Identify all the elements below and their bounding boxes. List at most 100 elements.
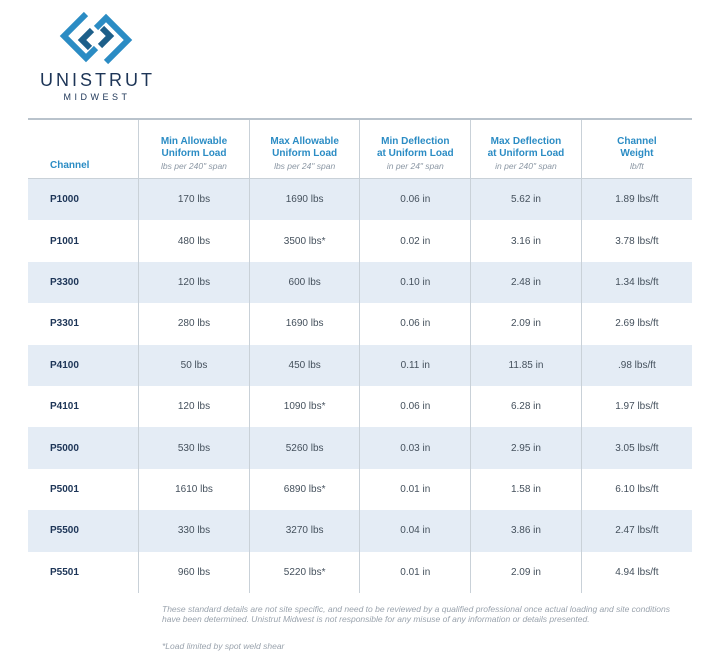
column-title-line: at Uniform Load	[487, 148, 565, 159]
table-cell: 0.04 in	[359, 510, 471, 552]
logo-left	[59, 11, 99, 63]
table-cell: 600 lbs	[248, 261, 360, 304]
channel-name: P1001	[50, 235, 79, 247]
table-cell: 5.62 in	[470, 178, 582, 221]
table-body: P1000 170 lbs 1690 lbs 0.06 in 5.62 in 1.89 l…	[28, 178, 692, 593]
column-header: Max Allowable Uniform Load lbs per 24" spa…	[248, 119, 360, 179]
column-unit: lbs per 24" span	[274, 161, 336, 171]
table-cell: 2.09 in	[470, 551, 582, 593]
table-cell: 2.69 lbs/ft	[580, 303, 692, 345]
table-row: P5001 1610 lbs 6890 lbs* 0.01 in 1.58 in 6.10…	[28, 468, 692, 511]
table-cell: 280 lbs	[138, 303, 250, 345]
table-cell: 0.01 in	[359, 468, 471, 511]
table-cell: 1610 lbs	[138, 468, 250, 511]
table-row: P4101 120 lbs 1090 lbs* 0.06 in 6.28 in 1.97 …	[28, 385, 692, 428]
column-header: Min Deflection at Uniform Load in per 24" …	[359, 119, 471, 179]
table-cell: 0.02 in	[359, 220, 471, 262]
header-row: Channel Min Allowable Uniform Load lbs per …	[28, 119, 692, 179]
subbrand: MIDWEST	[63, 92, 131, 102]
table-cell: 5260 lbs	[248, 427, 360, 469]
logo-inner-left	[77, 27, 95, 51]
table-cell: 3.78 lbs/ft	[580, 220, 692, 262]
table-head: Channel Min Allowable Uniform Load lbs per …	[28, 119, 692, 179]
table-cell: 6.10 lbs/ft	[580, 468, 692, 511]
table-cell: 0.11 in	[359, 344, 471, 386]
table-cell: 450 lbs	[248, 344, 360, 386]
column-title-line: Max Deflection	[490, 136, 562, 147]
disclaimer: These standard details are not site spec…	[162, 604, 670, 624]
column-title-line: Min Deflection	[381, 136, 450, 147]
channel-name: P1000	[28, 178, 139, 221]
table-cell: 330 lbs	[138, 510, 250, 552]
column-unit: lbs per 240" span	[161, 161, 227, 171]
table-cell: 5220 lbs*	[248, 551, 360, 593]
column-title-line: Uniform Load	[272, 148, 338, 159]
table-cell: .98 lbs/ft	[580, 344, 692, 386]
column-header: Channel Weight lb/ft	[580, 119, 692, 179]
table-row: P5500 330 lbs 3270 lbs 0.04 in 3.86 in 2.47 l…	[28, 510, 692, 552]
table-cell: 1690 lbs	[248, 303, 360, 345]
table-cell: 1690 lbs	[248, 178, 360, 221]
table-row: P4100 50 lbs 450 lbs 0.11 in 11.85 in .98 lbs…	[28, 344, 692, 386]
channel-name: P4100	[28, 344, 139, 386]
table-cell: 1.58 in	[470, 468, 582, 511]
channel-name: P4101	[50, 401, 79, 413]
channel-name: P5500	[28, 510, 139, 552]
table-cell: 0.01 in	[359, 551, 471, 593]
table-cell: 3.16 in	[470, 220, 582, 262]
column-title-line: Uniform Load	[161, 148, 227, 159]
column-title-line: Weight	[620, 148, 654, 159]
table-row: P5000 530 lbs 5260 lbs 0.03 in 2.95 in 3.05 l…	[28, 427, 692, 469]
channel-name: P3300	[28, 261, 139, 304]
table-cell: 0.06 in	[359, 178, 471, 221]
column-title-line: at Uniform Load	[376, 148, 454, 159]
table-cell: 0.03 in	[359, 427, 471, 469]
logo	[59, 11, 133, 65]
table-cell: 2.95 in	[470, 427, 582, 469]
table-cell: 4.94 lbs/ft	[580, 551, 692, 593]
table-cell: 1.34 lbs/ft	[580, 261, 692, 304]
brand: UNISTRUT	[40, 70, 155, 90]
table-cell: 2.48 in	[470, 261, 582, 304]
table-row: P1000 170 lbs 1690 lbs 0.06 in 5.62 in 1.89 l…	[28, 178, 692, 221]
column-unit: in per 240" span	[495, 161, 557, 171]
table-cell: 6890 lbs*	[248, 468, 360, 511]
logo-right	[93, 13, 133, 65]
footnote: *Load limited by spot weld shear	[162, 641, 285, 651]
table-cell: 0.06 in	[359, 385, 471, 428]
table-cell: 50 lbs	[138, 344, 250, 386]
table-cell: 530 lbs	[138, 427, 250, 469]
column-title-line: Max Allowable	[270, 136, 339, 147]
table-cell: 3.05 lbs/ft	[580, 427, 692, 469]
column-title-line: Min Allowable	[160, 136, 228, 147]
column-header: Max Deflection at Uniform Load in per 240"…	[470, 119, 582, 179]
table-cell: 1.97 lbs/ft	[580, 385, 692, 428]
table-cell: 120 lbs	[138, 385, 250, 428]
column-header: Min Allowable Uniform Load lbs per 240" sp…	[138, 119, 250, 179]
table-cell: 6.28 in	[470, 385, 582, 428]
column-unit: lb/ft	[630, 161, 644, 171]
column-title-line: Channel	[617, 136, 657, 147]
table-cell: 3.86 in	[470, 510, 582, 552]
table-cell: 960 lbs	[138, 551, 250, 593]
table-row: P5501 960 lbs 5220 lbs* 0.01 in 2.09 in 4.94 …	[28, 551, 692, 593]
channel-name: P5000	[28, 427, 139, 469]
column-unit: in per 24" span	[386, 161, 444, 171]
table-cell: 2.47 lbs/ft	[580, 510, 692, 552]
table-cell: 480 lbs	[138, 220, 250, 262]
table-cell: 0.06 in	[359, 303, 471, 345]
channel-name: P5501	[50, 566, 79, 578]
logo-inner-right	[97, 25, 115, 49]
channel-name: P5001	[50, 483, 79, 495]
table-cell: 2.09 in	[470, 303, 582, 345]
load-table: Channel Min Allowable Uniform Load lbs per …	[28, 118, 692, 593]
table-cell: 0.10 in	[359, 261, 471, 304]
table-cell: 3270 lbs	[248, 510, 360, 552]
column-title-line: Channel	[50, 160, 90, 171]
table-cell: 11.85 in	[470, 344, 582, 386]
table-cell: 120 lbs	[138, 261, 250, 304]
channel-name: P3301	[50, 318, 79, 330]
table-row: P3300 120 lbs 600 lbs 0.10 in 2.48 in 1.34 lb…	[28, 261, 692, 304]
table-cell: 1090 lbs*	[248, 385, 360, 428]
